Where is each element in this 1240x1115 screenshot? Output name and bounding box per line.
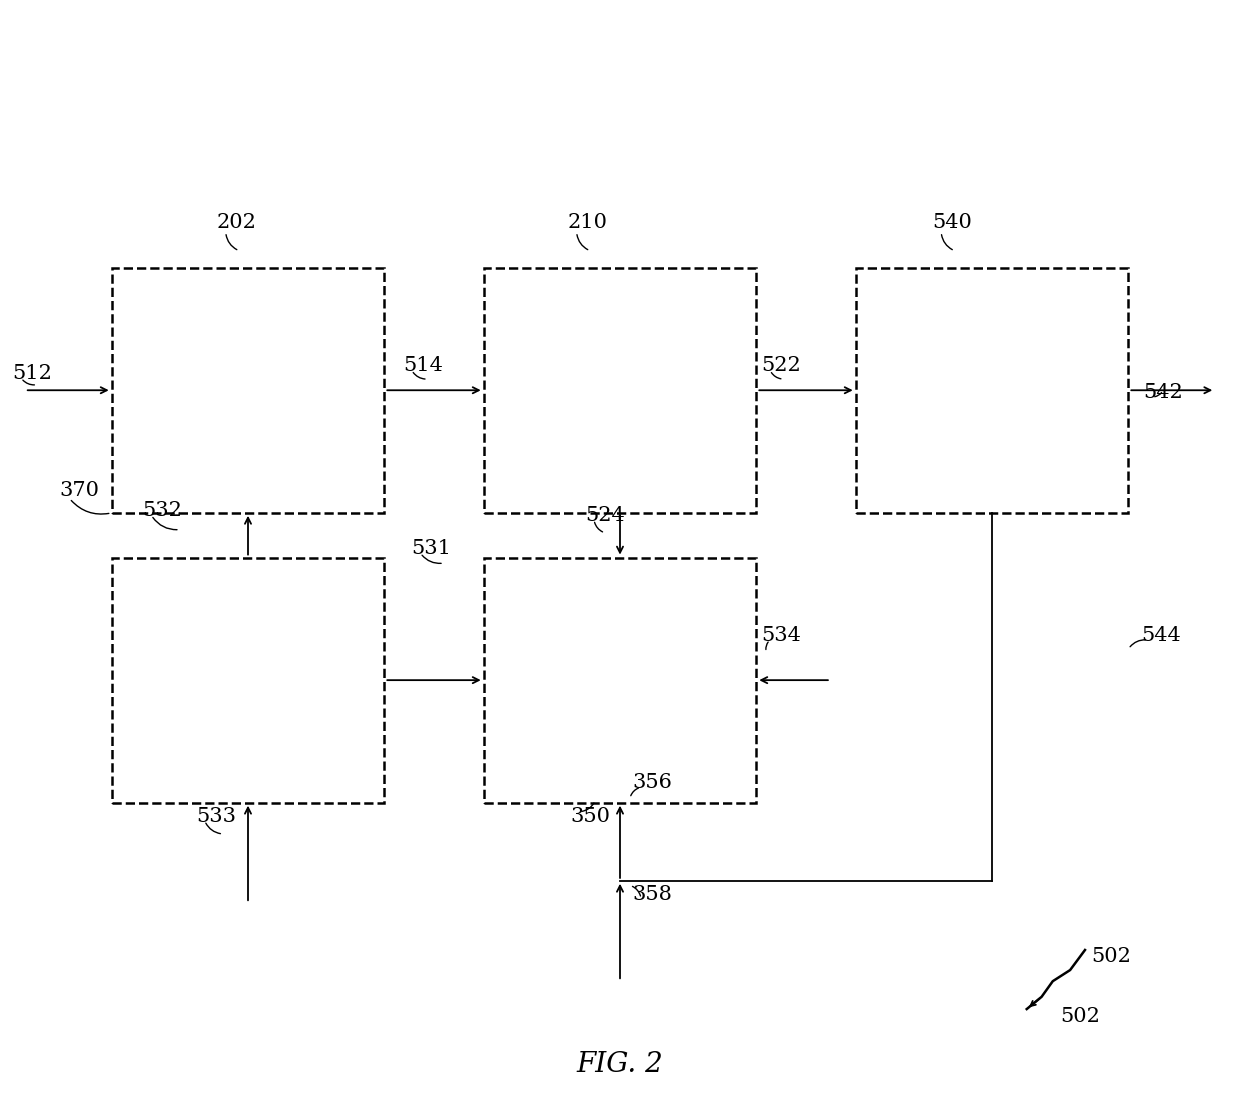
Text: 370: 370 [60,481,99,501]
Bar [112,558,384,803]
Text: 502: 502 [1091,947,1131,967]
Text: 350: 350 [570,806,610,826]
Text: 534: 534 [761,626,801,646]
Bar [856,268,1128,513]
Text: FIG. 2: FIG. 2 [577,1051,663,1078]
Text: 358: 358 [632,884,672,904]
Text: 202: 202 [217,213,257,233]
Text: 540: 540 [932,213,972,233]
Text: 533: 533 [196,806,236,826]
Text: 512: 512 [12,363,52,384]
Text: 531: 531 [412,539,451,559]
Bar [484,558,756,803]
Text: 356: 356 [632,773,672,793]
Text: 514: 514 [403,356,443,376]
Text: 542: 542 [1143,382,1183,403]
Text: 502: 502 [1060,1007,1100,1027]
Bar [112,268,384,513]
Text: 522: 522 [761,356,801,376]
Text: 524: 524 [585,505,625,525]
Bar [484,268,756,513]
Text: 544: 544 [1141,626,1180,646]
Text: 532: 532 [143,501,182,521]
Text: 210: 210 [568,213,608,233]
